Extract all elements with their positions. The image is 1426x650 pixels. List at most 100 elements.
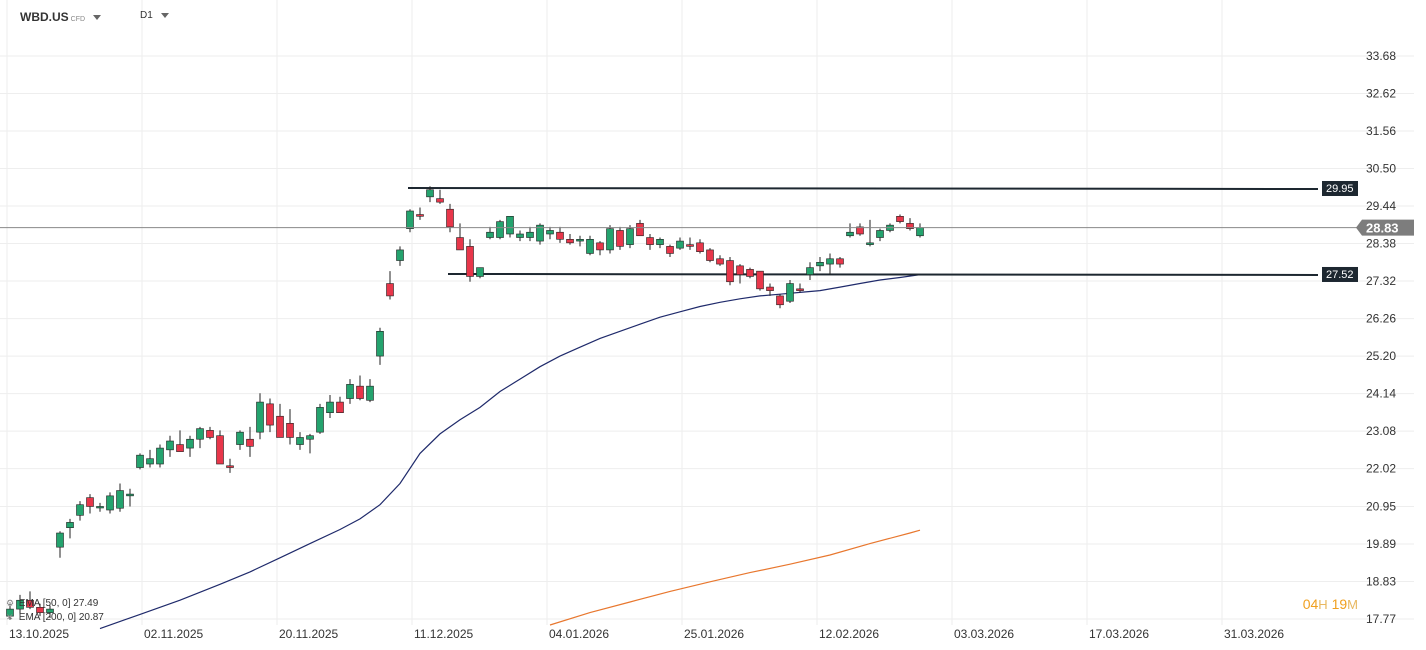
candle-body bbox=[486, 231, 494, 238]
candle bbox=[786, 279, 794, 303]
candle bbox=[96, 502, 104, 512]
level-label: 29.95 bbox=[1326, 183, 1354, 195]
horizontal-levels[interactable]: 29.95 27.52 bbox=[407, 180, 1358, 282]
candle-body bbox=[156, 447, 164, 465]
candle bbox=[606, 225, 614, 254]
candle bbox=[796, 283, 804, 293]
candle bbox=[276, 403, 284, 438]
candle bbox=[316, 403, 324, 434]
candle bbox=[196, 426, 204, 449]
x-tick-label: 13.10.2025 bbox=[9, 627, 69, 641]
candle bbox=[586, 235, 594, 256]
candle-body bbox=[796, 288, 804, 291]
candle-body bbox=[716, 258, 724, 265]
level-label: 27.52 bbox=[1326, 269, 1354, 281]
chevron-down-icon[interactable] bbox=[160, 12, 169, 18]
symbol-name: WBD.US bbox=[20, 10, 69, 24]
y-tick-label: 20.95 bbox=[1366, 499, 1396, 513]
candle-body bbox=[96, 506, 104, 509]
candle bbox=[36, 603, 44, 617]
candle bbox=[896, 214, 904, 224]
x-tick-label: 17.03.2026 bbox=[1089, 627, 1149, 641]
indicator-name: EMA bbox=[18, 612, 40, 623]
candle bbox=[656, 237, 664, 249]
candle-body bbox=[726, 260, 734, 283]
candle bbox=[286, 409, 294, 445]
x-tick-label: 20.11.2025 bbox=[279, 627, 338, 641]
y-tick-label: 27.32 bbox=[1366, 274, 1396, 288]
indicator-legend-ema200[interactable]: ✕ EMA [200, 0] 20.87 bbox=[6, 612, 104, 623]
candle bbox=[396, 246, 404, 266]
candle bbox=[426, 186, 434, 203]
indicator-params: [200, 0] bbox=[42, 612, 77, 623]
candle bbox=[86, 494, 94, 514]
candle-body bbox=[76, 504, 84, 516]
candle bbox=[816, 256, 824, 272]
candle bbox=[846, 223, 854, 238]
candle bbox=[826, 253, 834, 275]
candle bbox=[576, 235, 584, 247]
candle bbox=[216, 430, 224, 465]
chevron-down-icon[interactable] bbox=[93, 15, 102, 21]
indicator-legend-ema50[interactable]: ⚙ EMA [50, 0] 27.49 bbox=[6, 598, 98, 609]
candle bbox=[556, 226, 564, 243]
candle bbox=[716, 255, 724, 266]
candle-body bbox=[776, 295, 784, 306]
candle-body bbox=[686, 244, 694, 247]
candle bbox=[496, 219, 504, 240]
countdown-hours: 04 bbox=[1302, 596, 1319, 612]
candle-body bbox=[316, 407, 324, 433]
candle-body bbox=[546, 230, 554, 235]
candle bbox=[76, 501, 84, 521]
candle bbox=[266, 398, 274, 433]
close-icon[interactable]: ✕ bbox=[6, 612, 14, 622]
candle-body bbox=[276, 415, 284, 438]
candle-body bbox=[446, 208, 454, 228]
candle-body bbox=[46, 608, 54, 613]
candle-body bbox=[656, 239, 664, 245]
candle bbox=[236, 430, 244, 450]
candle bbox=[476, 267, 484, 279]
x-tick-label: 11.12.2025 bbox=[414, 627, 473, 641]
candle-body bbox=[136, 454, 144, 468]
candlestick-series bbox=[6, 186, 924, 620]
gear-icon[interactable]: ⚙ bbox=[6, 598, 15, 608]
candle-body bbox=[816, 262, 824, 267]
candle-body bbox=[616, 230, 624, 247]
candle bbox=[326, 395, 334, 419]
candle-body bbox=[366, 385, 374, 401]
x-tick-label: 12.02.2026 bbox=[819, 627, 879, 641]
candle bbox=[66, 518, 74, 539]
countdown-minutes-unit: M bbox=[1347, 597, 1358, 612]
candle-body bbox=[736, 265, 744, 275]
candle bbox=[746, 267, 754, 279]
candle bbox=[46, 605, 54, 618]
instrument-type: CFD bbox=[70, 16, 86, 23]
timeframe-selector[interactable]: D1 bbox=[140, 10, 169, 21]
candle-body bbox=[376, 331, 384, 357]
x-tick-label: 31.03.2026 bbox=[1224, 627, 1284, 641]
level-line[interactable] bbox=[407, 186, 1319, 190]
candle bbox=[386, 271, 394, 300]
ema-200-series bbox=[549, 529, 921, 626]
candle-body bbox=[916, 227, 924, 237]
current-price-line: 28.83 bbox=[0, 219, 1414, 236]
candle bbox=[836, 256, 844, 268]
candle-body bbox=[456, 237, 464, 251]
level-line[interactable] bbox=[447, 272, 1319, 276]
symbol-selector[interactable]: WBD.US CFD bbox=[20, 10, 102, 24]
candle bbox=[726, 256, 734, 286]
x-tick-label: 02.11.2025 bbox=[144, 627, 203, 641]
price-axis: 33.68 32.62 31.56 30.50 29.44 28.38 27.32 26.26… bbox=[1366, 49, 1396, 626]
candle-body bbox=[396, 249, 404, 261]
candle bbox=[156, 444, 164, 468]
candle-body bbox=[356, 385, 364, 399]
candle-body bbox=[416, 214, 424, 217]
candle-body bbox=[346, 384, 354, 399]
candle-body bbox=[176, 444, 184, 452]
y-tick-label: 31.56 bbox=[1366, 124, 1396, 138]
candle-body bbox=[706, 249, 714, 261]
y-tick-label: 26.26 bbox=[1366, 312, 1396, 326]
candle bbox=[146, 449, 154, 468]
